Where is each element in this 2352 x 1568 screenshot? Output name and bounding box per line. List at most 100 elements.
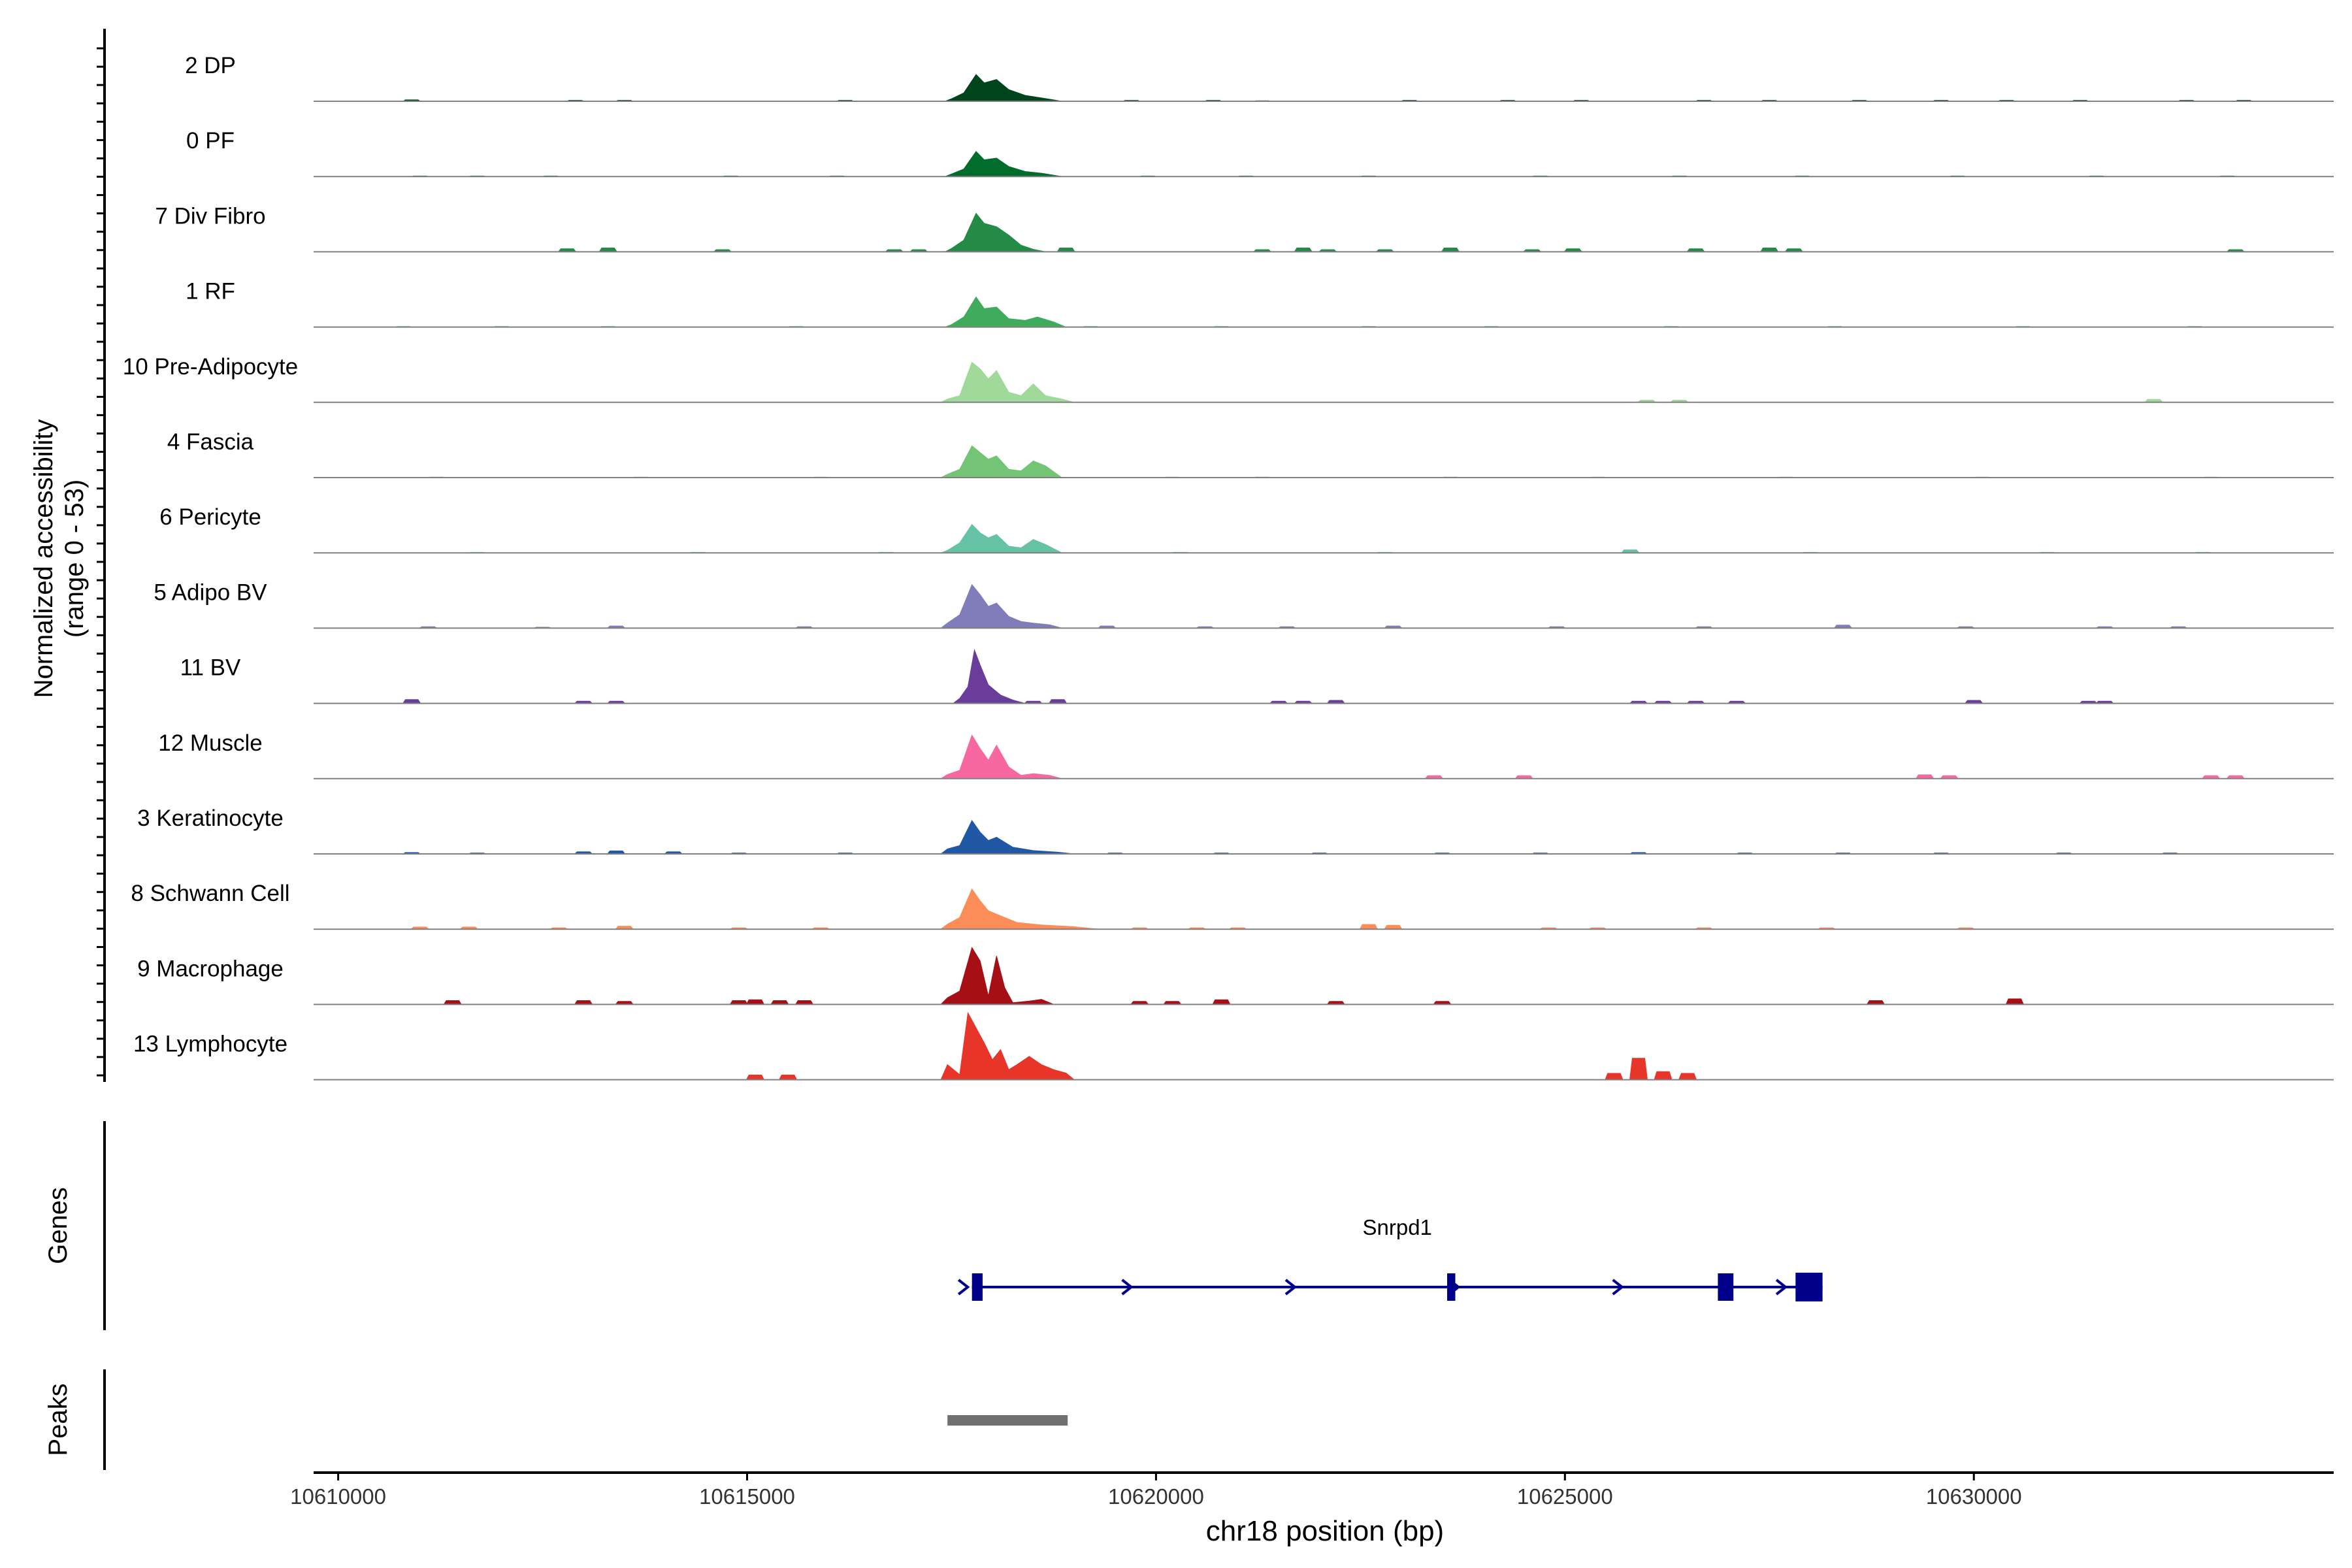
coverage-bump bbox=[615, 1001, 634, 1005]
coverage-bump bbox=[1833, 625, 1852, 629]
gene-name-label: Snrpd1 bbox=[1362, 1215, 1431, 1239]
track-2: 0 PF bbox=[186, 128, 2334, 178]
track-label: 7 Div Fibro bbox=[155, 203, 265, 229]
coverage-bump bbox=[1784, 248, 1803, 252]
genes-label: Genes bbox=[44, 1187, 73, 1264]
track-5: 10 Pre-Adipocyte bbox=[123, 354, 2334, 403]
coverage-peak bbox=[939, 947, 1057, 1005]
coverage-bump bbox=[1326, 700, 1345, 704]
track-label: 2 DP bbox=[185, 53, 236, 78]
coverage-bump bbox=[1433, 1001, 1452, 1005]
coverage-bump bbox=[598, 248, 617, 252]
track-7: 6 Pericyte bbox=[159, 504, 2334, 554]
track-10: 12 Muscle bbox=[158, 730, 2334, 779]
coverage-bump bbox=[2005, 998, 2024, 1005]
coverage-bump bbox=[1359, 924, 1378, 930]
coverage-bump bbox=[443, 1000, 462, 1005]
peak-region bbox=[947, 1415, 1068, 1426]
x-axis: chr18 position (bp) 10610000 10615000 1062… bbox=[290, 1471, 2334, 1547]
strand-arrow bbox=[957, 1279, 970, 1296]
track-label: 13 Lymphocyte bbox=[133, 1032, 287, 1057]
x-tick-label: 10610000 bbox=[290, 1484, 386, 1509]
track-11: 3 Keratinocyte bbox=[137, 806, 2334, 855]
coverage-peak bbox=[945, 212, 1049, 252]
track-12: 8 Schwann Cell bbox=[131, 881, 2334, 930]
coverage-bump bbox=[1212, 999, 1231, 1005]
track-label: 4 Fascia bbox=[167, 429, 254, 455]
track-label: 12 Muscle bbox=[158, 730, 263, 756]
coverage-bump bbox=[1514, 775, 1533, 779]
coverage-bump bbox=[729, 1000, 748, 1005]
coverage-bump bbox=[1563, 248, 1582, 252]
track-4: 1 RF bbox=[186, 279, 2334, 328]
coverage-bump bbox=[1326, 1001, 1345, 1005]
strand-arrow bbox=[1612, 1279, 1624, 1296]
coverage-bump bbox=[2202, 775, 2221, 779]
coverage-bump bbox=[1867, 1000, 1885, 1005]
track-label: 0 PF bbox=[186, 128, 235, 154]
genes-panel: Genes Snrpd1 bbox=[44, 1121, 1823, 1330]
x-tick-label: 10620000 bbox=[1108, 1484, 1204, 1509]
track-label: 9 Macrophage bbox=[137, 956, 284, 981]
coverage-peak bbox=[945, 151, 1066, 177]
track-14: 13 Lymphocyte bbox=[133, 1011, 2334, 1081]
coverage-peak bbox=[939, 583, 1066, 629]
track-3: 7 Div Fibro bbox=[155, 203, 2334, 253]
coverage-bump bbox=[558, 248, 577, 252]
coverage-bump bbox=[770, 1000, 789, 1005]
coverage-bump bbox=[1441, 248, 1460, 252]
y-axis-title-line2: (range 0 - 53) bbox=[60, 480, 89, 638]
track-13: 9 Macrophage bbox=[137, 947, 2334, 1005]
coverage-bump bbox=[1130, 1001, 1149, 1005]
track-1: 2 DP bbox=[185, 53, 2334, 102]
track-label: 8 Schwann Cell bbox=[131, 881, 289, 906]
track-9: 11 BV bbox=[180, 648, 2334, 704]
coverage-bump bbox=[746, 1074, 764, 1080]
coverage-bump bbox=[1965, 700, 1984, 704]
strand-arrow bbox=[1121, 1279, 1134, 1296]
accessibility-y-axis bbox=[97, 29, 106, 1082]
coverage-peak bbox=[945, 296, 1070, 328]
coverage-bump bbox=[1384, 924, 1403, 930]
coverage-bump bbox=[1686, 248, 1705, 252]
coverage-peak bbox=[939, 734, 1066, 779]
track-label: 3 Keratinocyte bbox=[137, 806, 284, 831]
coverage-bump bbox=[2226, 775, 2245, 779]
coverage-bump bbox=[574, 1000, 593, 1005]
coverage-peak bbox=[940, 361, 1078, 403]
track-label: 1 RF bbox=[186, 279, 235, 304]
coverage-peak bbox=[945, 74, 1066, 102]
coverage-peak bbox=[940, 445, 1066, 478]
coverage-bump bbox=[1654, 1071, 1673, 1080]
coverage-peak bbox=[939, 888, 1102, 930]
coverage-bump bbox=[779, 1074, 798, 1080]
coverage-peak bbox=[939, 819, 1078, 855]
track-label: 5 Adipo BV bbox=[154, 580, 267, 605]
x-tick-label: 10630000 bbox=[1926, 1484, 2022, 1509]
track-label: 6 Pericyte bbox=[159, 504, 261, 530]
coverage-bump bbox=[1056, 248, 1075, 252]
coverage-bump bbox=[1294, 248, 1313, 252]
gene-exon bbox=[1447, 1273, 1456, 1301]
coverage-bump bbox=[1940, 775, 1959, 779]
coverage-bump bbox=[1916, 774, 1935, 779]
coverage-bump bbox=[607, 850, 626, 854]
coverage-bump bbox=[402, 699, 421, 704]
strand-arrow bbox=[1775, 1279, 1788, 1296]
gene-exon bbox=[1795, 1273, 1823, 1301]
x-axis-title: chr18 position (bp) bbox=[1206, 1515, 1444, 1547]
coverage-bump bbox=[1621, 549, 1640, 553]
coverage-bump bbox=[2144, 399, 2163, 402]
coverage-bump bbox=[1760, 248, 1779, 252]
coverage-bump bbox=[1049, 699, 1068, 704]
x-tick-label: 10625000 bbox=[1517, 1484, 1613, 1509]
gene-exon bbox=[1718, 1273, 1734, 1301]
track-label: 11 BV bbox=[180, 655, 241, 681]
track-label: 10 Pre-Adipocyte bbox=[123, 354, 298, 380]
coverage-peak bbox=[940, 523, 1066, 553]
coverage-bump bbox=[615, 926, 634, 930]
coverage-bump bbox=[1678, 1073, 1697, 1080]
coverage-bump bbox=[746, 999, 764, 1005]
y-axis-title-line1: Normalized accessibility bbox=[29, 419, 58, 698]
